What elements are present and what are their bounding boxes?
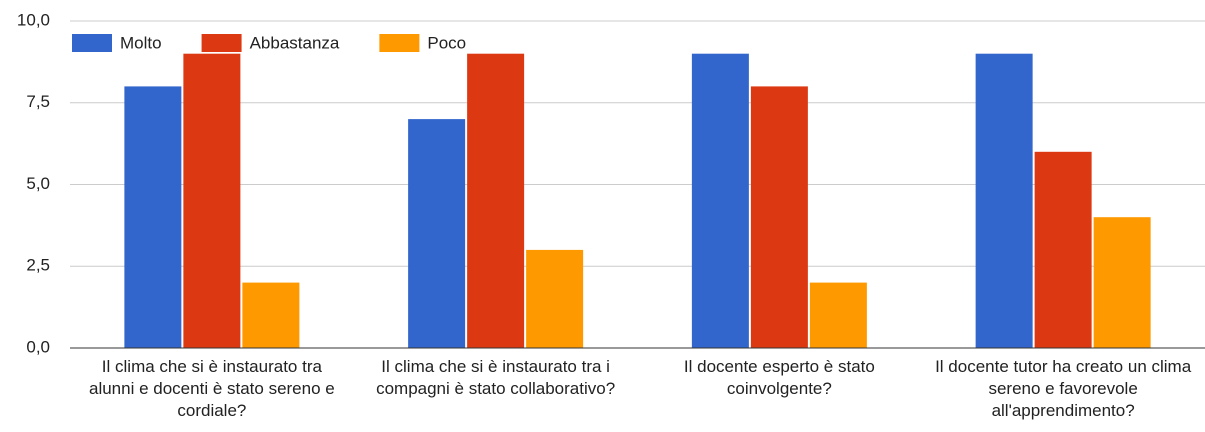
x-tick-label: Il docente esperto è stato coinvolgente? [683, 357, 875, 398]
bar [408, 119, 466, 348]
legend-label: Abbastanza [250, 33, 340, 52]
bar [124, 86, 182, 349]
bar [975, 53, 1033, 348]
bar [242, 282, 300, 348]
legend-swatch [201, 34, 242, 52]
y-tick-label: 2,5 [26, 256, 50, 275]
bar [526, 249, 584, 348]
bar [1093, 217, 1151, 348]
bar [809, 282, 867, 348]
y-tick-label: 10,0 [17, 10, 50, 29]
y-tick-label: 5,0 [26, 174, 50, 193]
legend-swatch [379, 34, 420, 52]
bar [183, 53, 241, 348]
legend-swatch [72, 34, 112, 52]
x-tick-label: Il docente tutor ha creato un clima sere… [935, 357, 1192, 420]
bar [691, 53, 749, 348]
y-tick-label: 0,0 [26, 337, 50, 356]
legend-label: Poco [427, 33, 466, 52]
bar [467, 53, 525, 348]
bar [1034, 151, 1092, 348]
x-tick-label: Il clima che si è instaurato tra i compa… [376, 357, 616, 398]
bar [750, 86, 808, 349]
legend-label: Molto [120, 33, 162, 52]
x-tick-label: Il clima che si è instaurato tra alunni … [89, 357, 335, 420]
y-tick-label: 7,5 [26, 92, 50, 111]
